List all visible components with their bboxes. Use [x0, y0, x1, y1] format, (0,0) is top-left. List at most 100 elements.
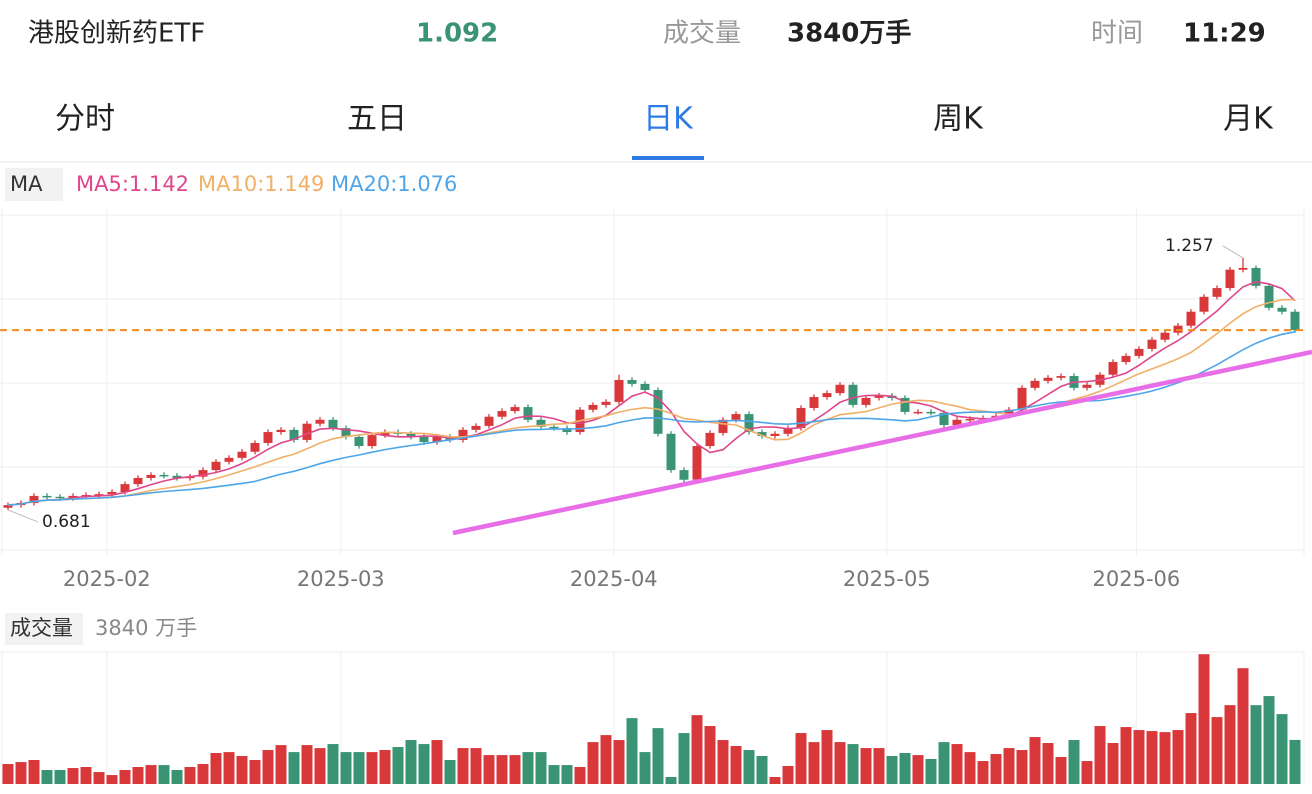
candle-body: [731, 414, 741, 420]
ma-line: [7, 280, 1296, 506]
candle-body: [367, 435, 377, 447]
ma-label: MA: [10, 172, 43, 196]
candle-body: [484, 416, 494, 426]
volume-bar: [743, 750, 755, 784]
volume-bar: [990, 754, 1002, 784]
volume-bar: [171, 769, 183, 784]
volume-bar: [483, 755, 495, 784]
volume-bar: [1120, 727, 1132, 784]
volume-bar: [808, 742, 820, 784]
candle-body: [627, 379, 637, 384]
candle-body: [68, 495, 78, 499]
candle-body: [588, 404, 598, 410]
volume-bar: [925, 758, 937, 784]
candle-body: [3, 505, 13, 508]
candle-body: [744, 414, 754, 433]
candle-body: [29, 495, 39, 503]
volume-bar: [93, 772, 105, 784]
candle-body: [835, 384, 845, 394]
volume-bar: [1029, 737, 1041, 784]
volume-bar: [1263, 696, 1275, 784]
candle-body: [237, 451, 247, 458]
candle-body: [822, 393, 832, 398]
volume-bar: [886, 755, 898, 784]
volume-bar: [665, 776, 677, 784]
volume-bar: [535, 752, 547, 784]
volume-bar: [912, 755, 924, 784]
volume-bar: [41, 769, 53, 784]
candle-body: [211, 461, 221, 471]
x-tick-label: 2025-05: [843, 567, 931, 591]
volume-bar: [340, 752, 352, 784]
tab[interactable]: 分时: [55, 102, 115, 137]
volume-bar: [366, 752, 378, 784]
volume-bar: [1211, 717, 1223, 784]
volume-bar: [1198, 654, 1210, 784]
candle-body: [146, 474, 156, 478]
volume-bar: [1055, 757, 1067, 784]
candle-body: [354, 436, 364, 447]
volume-bar: [561, 765, 573, 784]
volume-bar: [1107, 743, 1119, 784]
candle-body: [263, 432, 273, 443]
annotation-leader: [7, 509, 39, 523]
volume-bar: [353, 752, 365, 784]
candle-body: [250, 442, 260, 452]
volume-bar: [2, 764, 14, 784]
candle-body: [614, 379, 624, 402]
annotation: 0.681: [42, 512, 91, 532]
ma10-legend: MA10:1.149: [198, 172, 324, 196]
volume-bar: [782, 765, 794, 784]
volume-bar: [1185, 713, 1197, 784]
volume-bar: [1159, 732, 1171, 784]
candle-body: [172, 475, 182, 478]
volume-bar: [834, 742, 846, 784]
tab[interactable]: 五日: [347, 102, 407, 137]
candle-body: [536, 419, 546, 427]
volume-bar: [548, 765, 560, 784]
volume-bar: [145, 765, 157, 784]
candle-body: [1121, 355, 1131, 363]
candle-body: [549, 426, 559, 429]
volume-bar: [1042, 743, 1054, 784]
candle-body: [159, 474, 169, 477]
volume-bar: [418, 744, 430, 784]
candle-body: [601, 401, 611, 405]
candle-body: [1004, 409, 1014, 416]
candle-body: [1212, 288, 1222, 297]
candle-body: [471, 425, 481, 430]
candle-body: [107, 491, 117, 495]
candle-body: [952, 419, 962, 426]
x-tick-label: 2025-04: [570, 567, 658, 591]
candle-body: [848, 384, 858, 405]
volume-bar: [54, 769, 66, 784]
candle-body: [315, 419, 325, 424]
volume-bar: [457, 748, 469, 784]
volume-bar: [1016, 750, 1028, 784]
candle-body: [679, 470, 689, 480]
candle-body: [198, 470, 208, 477]
candle-body: [770, 433, 780, 436]
volume-bar: [1094, 726, 1106, 784]
candle-body: [1290, 311, 1300, 331]
time-value: 11:29: [1183, 19, 1266, 49]
volume-bar: [1003, 748, 1015, 784]
fund-name: 港股创新药ETF: [28, 19, 205, 49]
candle-body: [497, 411, 507, 417]
candle-body: [965, 418, 975, 421]
tab[interactable]: 月K: [1223, 102, 1274, 137]
volume-bar: [873, 748, 885, 784]
volume-bar: [1081, 761, 1093, 784]
volume-bar: [197, 764, 209, 784]
tab[interactable]: 日K: [643, 102, 694, 137]
candle-body: [419, 436, 429, 443]
volume-bar: [431, 740, 443, 784]
candle-body: [55, 496, 65, 499]
candle-body: [133, 477, 143, 485]
tab[interactable]: 周K: [933, 102, 984, 137]
tab-bar: 分时 五日 日K 周K 月K: [55, 102, 1274, 160]
candle-body: [562, 428, 572, 433]
volume-bar: [977, 761, 989, 784]
candle-body: [120, 484, 130, 492]
